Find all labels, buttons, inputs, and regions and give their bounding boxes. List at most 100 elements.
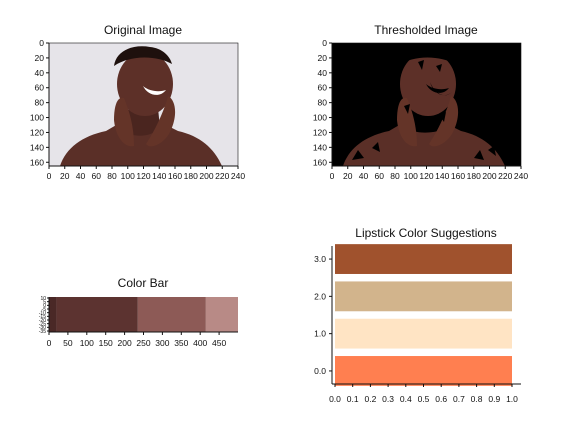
x-tick-label: 0 [47,338,52,348]
x-tick-label: 220 [215,171,229,181]
x-tick-label: 40 [359,171,369,181]
x-tick-label: 100 [121,171,135,181]
noise-blobs [352,142,496,160]
left-hand [114,97,134,147]
color-segment [49,297,57,332]
panel-lipstick-suggestions: Lipstick Color Suggestions 0.01.02.03.00… [314,226,521,404]
panel-thresholded-image: Thresholded Image 0 20 40 60 80 100 120 140 160 1… [313,23,529,181]
x-tick-label: 240 [231,171,245,181]
y-tick-label: 140 [313,142,327,152]
x-tick-label: 0.4 [400,394,412,404]
shoulders [60,124,222,166]
y-tick-label: 140 [30,142,44,152]
x-tick-label: 350 [174,338,188,348]
y-tick-label: 40 [35,68,45,78]
smile [143,86,166,95]
y-tick-label: 0 [322,38,327,48]
color-segment [137,297,206,332]
x-tick-label: 100 [80,338,94,348]
left-hand [397,97,417,147]
y-tick-label: -15 [39,314,46,320]
x-tick-label: 160 [168,171,182,181]
x-tick-label: 140 [435,171,449,181]
x-tick-label: 50 [63,338,73,348]
y-tick-label: 80 [318,98,328,108]
x-tick-label: 180 [184,171,198,181]
x-tick-label: 0.3 [382,394,394,404]
original-photo [49,43,238,166]
x-tick-label: 300 [155,338,169,348]
x-tick-label: 20 [60,171,70,181]
panel-title: Lipstick Color Suggestions [355,226,496,240]
y-tick-label: -25 [39,321,46,327]
bars [335,244,512,386]
x-tick-label: 0 [47,171,52,181]
axes: 0 20 40 60 80 100 120 140 160 180 200 220 2400204060… [313,38,529,181]
panel-title: Thresholded Image [374,23,478,37]
bar [335,244,512,274]
y-tick-label: 0 [43,303,46,309]
panel-original-image: Original Image 0 20 40 60 80 100 120 140 160 180 2… [30,23,246,181]
x-tick-label: 100 [404,171,418,181]
shoulders [343,124,505,166]
x-tick-label: 20 [343,171,353,181]
x-tick-label: 80 [390,171,400,181]
y-tick-label: 0 [39,38,44,48]
x-tick-label: 40 [76,171,86,181]
y-tick-label: 100 [30,113,44,123]
y-tick-label: 10 [40,296,46,302]
y-tick-label: 20 [35,53,45,63]
x-tick-label: 200 [199,171,213,181]
shadow-regions [418,60,452,96]
x-tick-label: 0.5 [418,394,430,404]
y-tick-label: 120 [30,127,44,137]
face [400,52,456,116]
x-tick-label: 150 [99,338,113,348]
y-tick-label: 80 [35,98,45,108]
x-tick-label: 0.9 [488,394,500,404]
x-tick-label: 240 [514,171,528,181]
x-tick-label: 120 [419,171,433,181]
y-tick-label: 120 [313,127,327,137]
y-tick-label: 100 [313,113,327,123]
axes: 0.0 1.0 2.0 3.0 0.0 0.1 0.2 0.3 0.4 0.5 0.6 0.7 0.8 0… [314,246,521,404]
x-tick-label: 80 [107,171,117,181]
color-segments [49,297,238,332]
y-tick-label: 5 [43,299,46,305]
x-tick-label: 200 [118,338,132,348]
panel-color-bar: Color Bar 0 50 100 150 200 250 300 350 400 450105… [39,276,238,348]
face [117,52,173,116]
x-tick-label: 0.0 [329,394,341,404]
x-tick-label: 250 [136,338,150,348]
x-tick-label: 0.1 [347,394,359,404]
y-tick-label: 1.0 [314,329,326,339]
bar [335,318,512,349]
y-tick-label: 60 [318,83,328,93]
x-tick-label: 60 [375,171,385,181]
color-segment [205,297,238,332]
y-tick-label: -30 [39,325,46,331]
x-tick-label: 180 [467,171,481,181]
right-hand [146,96,176,147]
y-tick-label: -35 [39,329,46,335]
color-segment [56,297,138,332]
bar [335,356,512,386]
x-tick-label: 60 [92,171,102,181]
x-tick-label: 0 [330,171,335,181]
y-tick-label: 0.0 [314,366,326,376]
x-tick-label: 0.7 [453,394,465,404]
x-tick-label: 0.8 [471,394,483,404]
y-tick-label: 40 [318,68,328,78]
mouth [426,84,449,93]
y-tick-label: 2.0 [314,291,326,301]
x-tick-label: 120 [136,171,150,181]
hand-shadows [404,104,446,132]
y-tick-label: 160 [30,157,44,167]
panel-title: Original Image [104,23,182,37]
x-tick-label: 0.6 [435,394,447,404]
y-tick-label: 60 [35,83,45,93]
x-tick-label: 220 [498,171,512,181]
y-tick-label: -20 [39,318,46,324]
hair [114,46,172,66]
x-tick-label: 1.0 [506,394,518,404]
